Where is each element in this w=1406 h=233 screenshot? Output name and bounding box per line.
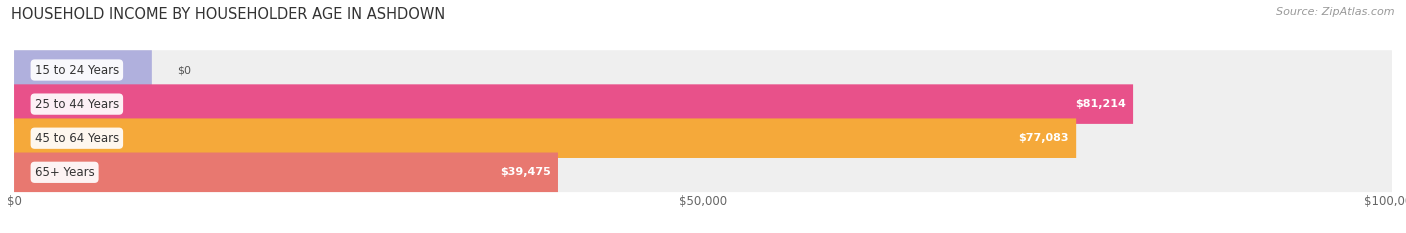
- FancyBboxPatch shape: [14, 118, 1392, 158]
- FancyBboxPatch shape: [14, 84, 1133, 124]
- Text: $77,083: $77,083: [1018, 133, 1069, 143]
- Text: 45 to 64 Years: 45 to 64 Years: [35, 132, 120, 145]
- FancyBboxPatch shape: [14, 50, 1392, 90]
- Text: 15 to 24 Years: 15 to 24 Years: [35, 64, 120, 76]
- FancyBboxPatch shape: [14, 153, 1392, 192]
- Text: $0: $0: [177, 65, 191, 75]
- Text: 65+ Years: 65+ Years: [35, 166, 94, 179]
- Text: 25 to 44 Years: 25 to 44 Years: [35, 98, 120, 111]
- Text: $39,475: $39,475: [499, 167, 551, 177]
- FancyBboxPatch shape: [14, 50, 152, 90]
- FancyBboxPatch shape: [14, 118, 1076, 158]
- Text: $81,214: $81,214: [1074, 99, 1126, 109]
- FancyBboxPatch shape: [14, 153, 558, 192]
- FancyBboxPatch shape: [14, 84, 1392, 124]
- Text: HOUSEHOLD INCOME BY HOUSEHOLDER AGE IN ASHDOWN: HOUSEHOLD INCOME BY HOUSEHOLDER AGE IN A…: [11, 7, 446, 22]
- Text: Source: ZipAtlas.com: Source: ZipAtlas.com: [1277, 7, 1395, 17]
